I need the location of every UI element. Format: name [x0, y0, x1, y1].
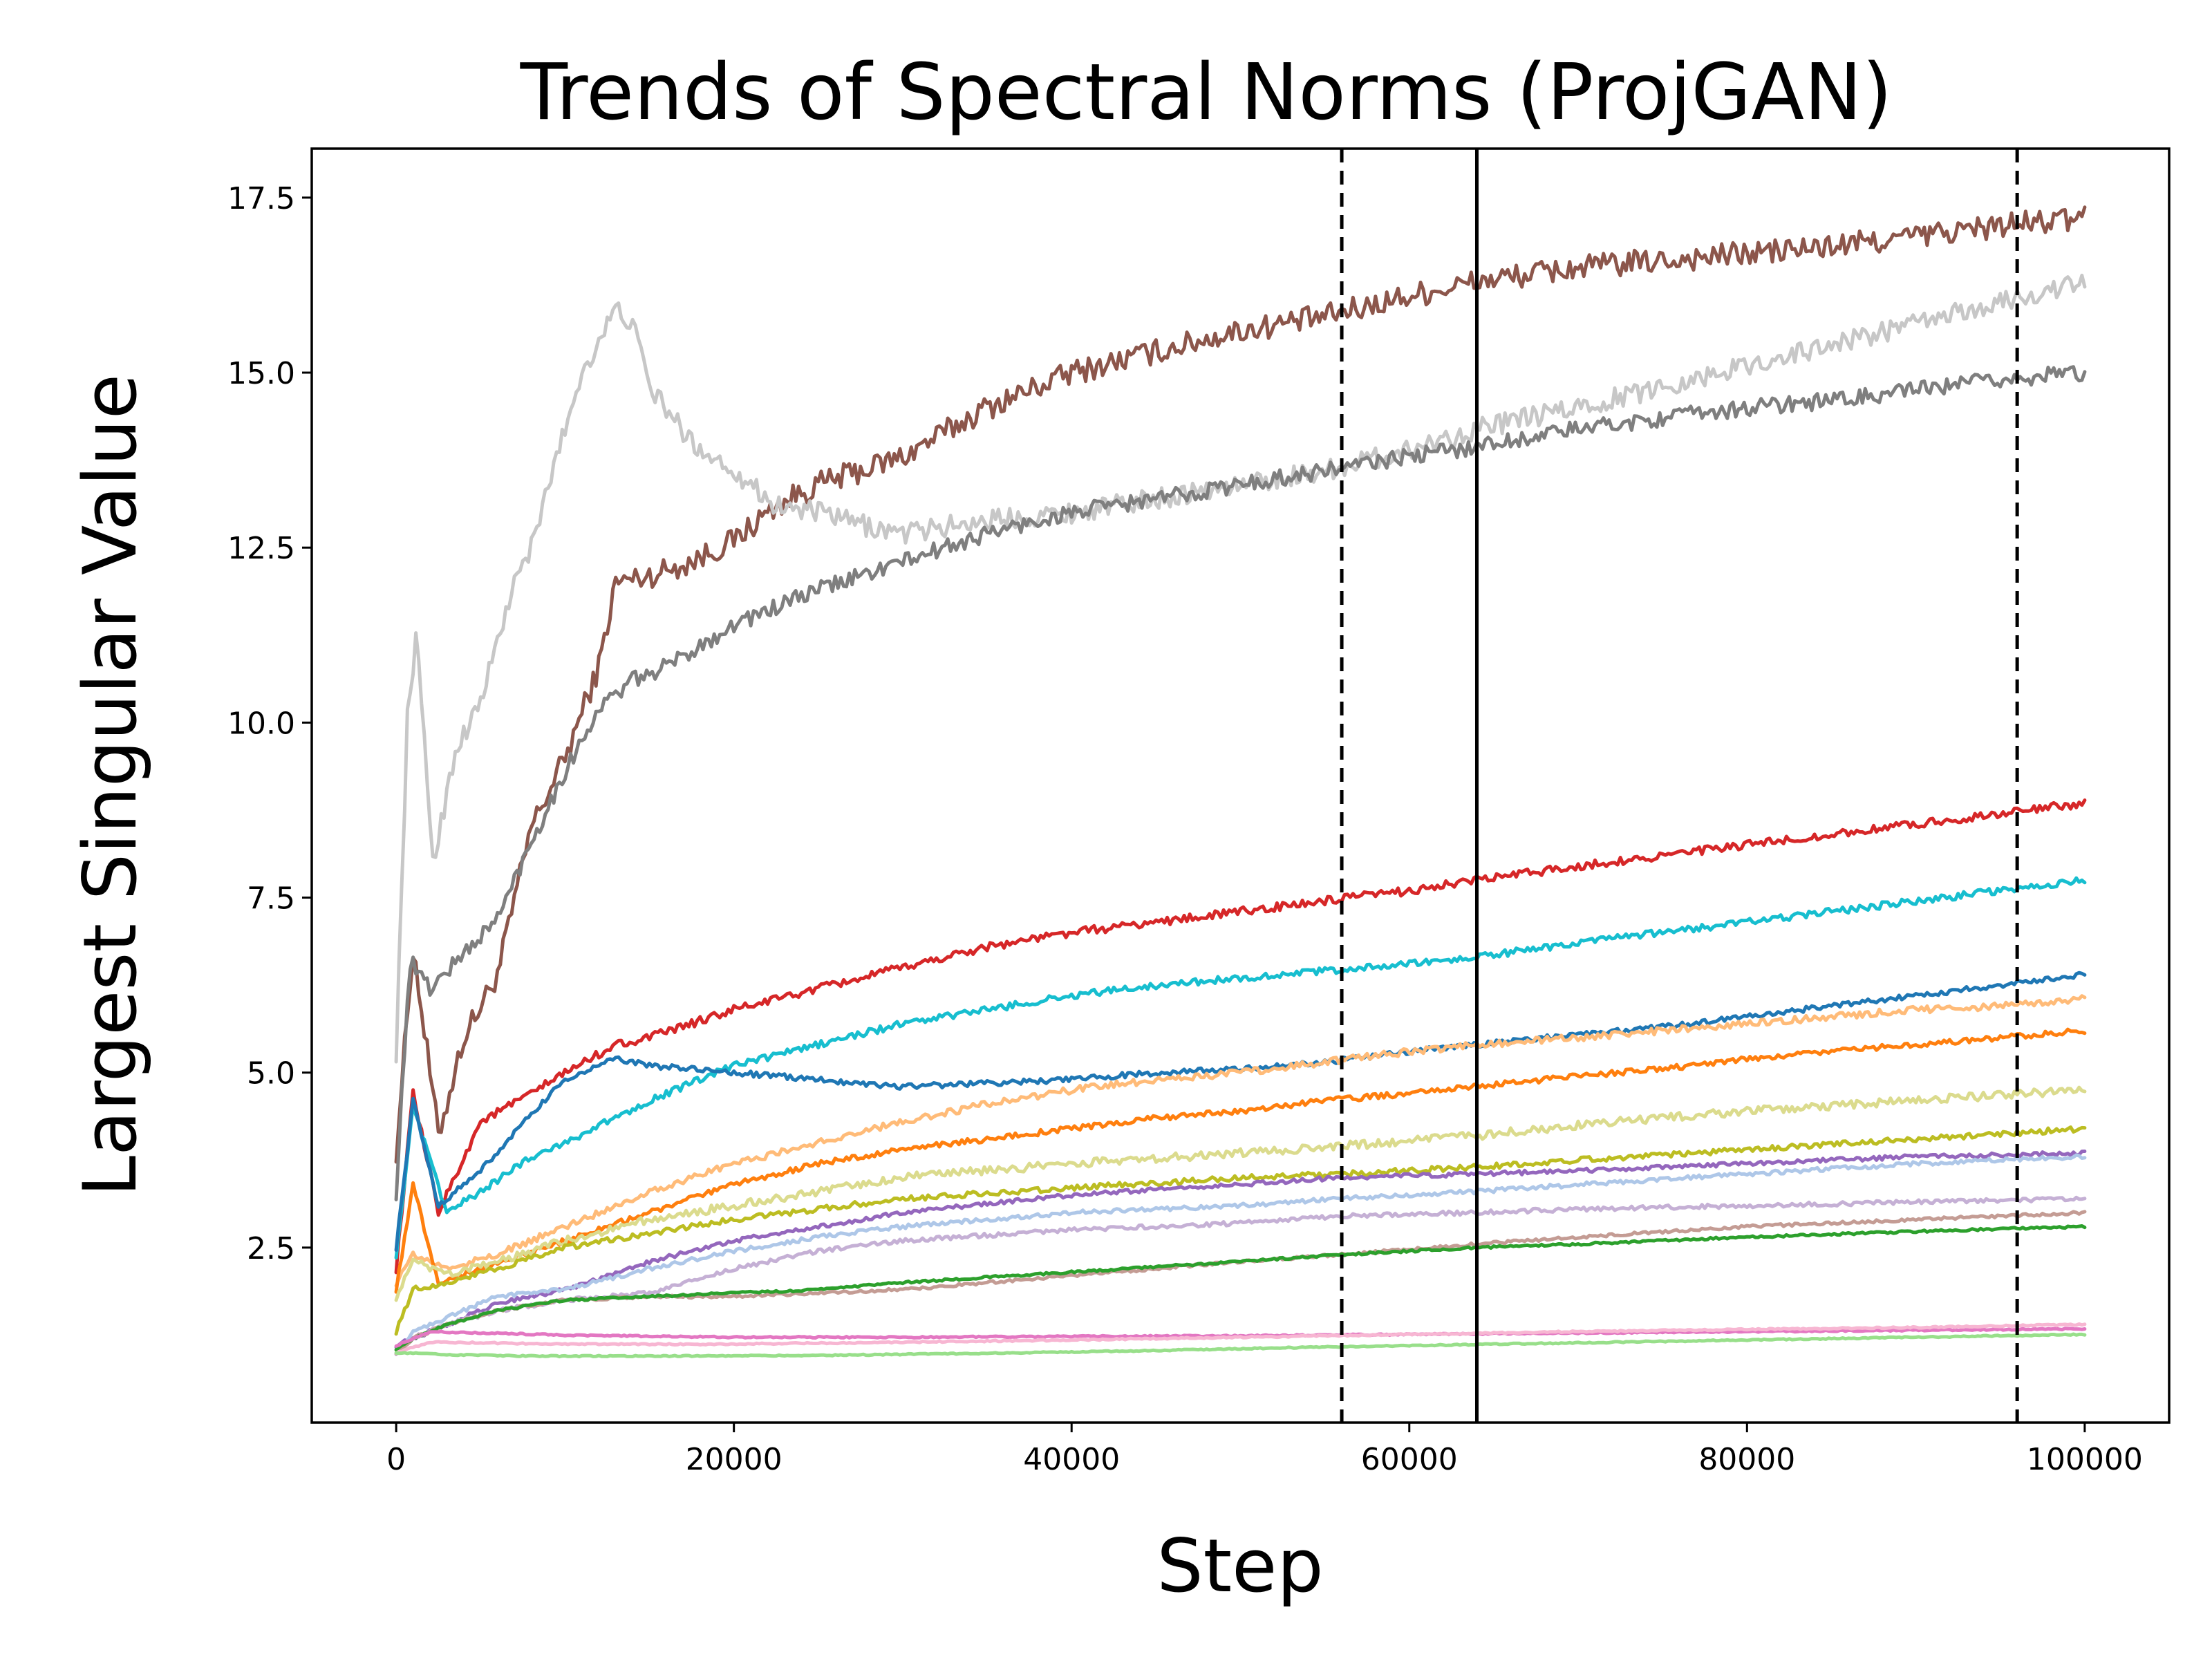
y-axis-label: Largest Singular Value	[68, 374, 153, 1197]
series-line-khaki	[394, 1085, 2087, 1302]
series-layer	[394, 205, 2087, 1359]
x-tick-label: 100000	[2027, 1442, 2143, 1477]
y-tick-label: 12.5	[227, 531, 295, 566]
y-tick-label: 15.0	[227, 356, 295, 391]
reference-lines	[1340, 149, 2019, 1423]
x-tick-label: 80000	[1698, 1442, 1795, 1477]
series-line-pink	[394, 1322, 2087, 1355]
y-tick-label: 7.5	[247, 881, 295, 917]
x-tick-label: 40000	[1023, 1442, 1120, 1477]
x-axis-label: Step	[1156, 1524, 1323, 1609]
x-tick-label: 0	[386, 1442, 406, 1477]
y-tick-label: 5.0	[247, 1056, 295, 1091]
x-tick-label: 60000	[1361, 1442, 1458, 1477]
plot-frame	[310, 147, 2171, 1424]
series-line-olive	[394, 1125, 2087, 1336]
series-line-gray	[394, 365, 2087, 1201]
series-line-green	[394, 1224, 2087, 1352]
series-line-red	[394, 798, 2087, 1275]
series-line-orange	[394, 1027, 2087, 1294]
series-line-purple	[394, 1150, 2087, 1349]
y-tick-label: 17.5	[227, 181, 295, 216]
series-line-light-green	[394, 1332, 2087, 1359]
series-line-lavender	[394, 1195, 2087, 1356]
y-axis-ticks: 2.5 5.0 7.5 10.0 12.5 15.0 17.5	[227, 181, 312, 1266]
series-line-light-gray	[394, 273, 2087, 1064]
series-line-light-blue	[394, 1153, 2087, 1356]
x-tick-label: 20000	[686, 1442, 782, 1477]
series-line-cyan	[394, 876, 2087, 1260]
y-tick-label: 10.0	[227, 706, 295, 741]
series-line-brown	[394, 205, 2087, 1164]
chart-title: Trends of Spectral Norms (ProjGAN)	[520, 48, 1893, 138]
y-tick-label: 2.5	[247, 1231, 295, 1266]
x-axis-ticks: 0 20000 40000 60000 80000 100000	[386, 1423, 2143, 1477]
series-line-light-orange	[394, 994, 2087, 1288]
